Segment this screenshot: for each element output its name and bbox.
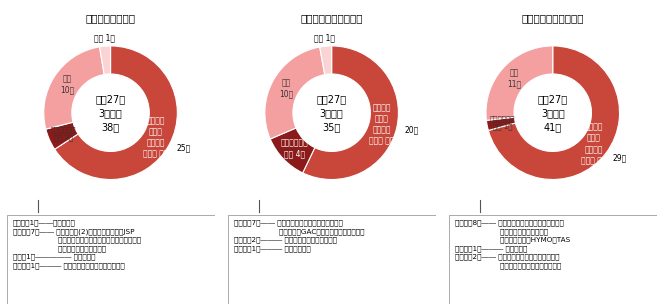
Text: 製造系（8）―― ジヤトコ、セキソー、凸版印刷、
                    ミネベア、ヤマト库球、
                    ユニオ: 製造系（8）―― ジヤトコ、セキソー、凸版印刷、 ミネベア、ヤマト库球、 ユニオ [455,219,570,269]
Wedge shape [486,46,553,120]
Text: 信州大学
大学院
理工学系
研究科 進学: 信州大学 大学院 理工学系 研究科 進学 [581,123,607,165]
Text: 平成27年
3月卒業
38名: 平成27年 3月卒業 38名 [96,94,125,132]
Wedge shape [486,117,515,130]
FancyBboxPatch shape [7,215,214,304]
Text: 25名: 25名 [176,144,191,153]
Wedge shape [303,46,399,180]
Text: 他大学大学院
進学 2名: 他大学大学院 進学 2名 [51,126,76,141]
FancyBboxPatch shape [228,215,436,304]
Wedge shape [488,46,620,180]
Text: 【応用化学課程】: 【応用化学課程】 [86,13,135,23]
Wedge shape [100,46,111,75]
Text: 【材料化学工学課程】: 【材料化学工学課程】 [300,13,363,23]
Text: 信州大学
大学院
理工学系
研究科 進学: 信州大学 大学院 理工学系 研究科 進学 [143,116,168,158]
Text: 信州大学
大学院
理工学系
研究科 進学: 信州大学 大学院 理工学系 研究科 進学 [369,103,395,145]
Text: 未定 1名: 未定 1名 [314,34,335,43]
Text: 製造系（7）―― 大内新興化学工業、サクラ精機、
                    ササクラ、GAC、東苝、フコク、ヤブシ
公務員（2）――― 安曇野市職: 製造系（7）―― 大内新興化学工業、サクラ精機、 ササクラ、GAC、東苝、フコク… [234,219,364,252]
Text: 他大学大学院
進学 4名: 他大学大学院 進学 4名 [280,138,308,158]
Wedge shape [270,128,315,173]
Text: 食品系（1）――トリドール
製造系（7）―― 近藤紡績所(2)、トヨタ紡織、、JSP
                    日精エー・エス・ビー機械、フタバ産: 食品系（1）――トリドール 製造系（7）―― 近藤紡績所(2)、トヨタ紡織、、J… [13,219,141,269]
Text: 20名: 20名 [405,125,419,134]
Wedge shape [55,46,178,180]
Text: 平成27年
3月卒業
41名: 平成27年 3月卒業 41名 [538,94,568,132]
FancyBboxPatch shape [449,215,657,304]
Text: 29名: 29名 [612,154,626,163]
Text: 就職
11名: 就職 11名 [508,68,521,88]
Text: 未定 1名: 未定 1名 [94,34,115,43]
Text: 平成27年
3月卒業
35名: 平成27年 3月卒業 35名 [317,94,347,132]
Wedge shape [46,122,78,149]
Text: 就職
10名: 就職 10名 [60,75,75,95]
Text: 他大学大学院
進学 1名: 他大学大学院 進学 1名 [490,115,515,130]
Wedge shape [319,46,332,75]
Wedge shape [265,47,325,139]
Text: 【機能高分子学課程】: 【機能高分子学課程】 [521,13,584,23]
Wedge shape [44,47,104,129]
Text: 就職
10名: 就職 10名 [279,78,294,99]
